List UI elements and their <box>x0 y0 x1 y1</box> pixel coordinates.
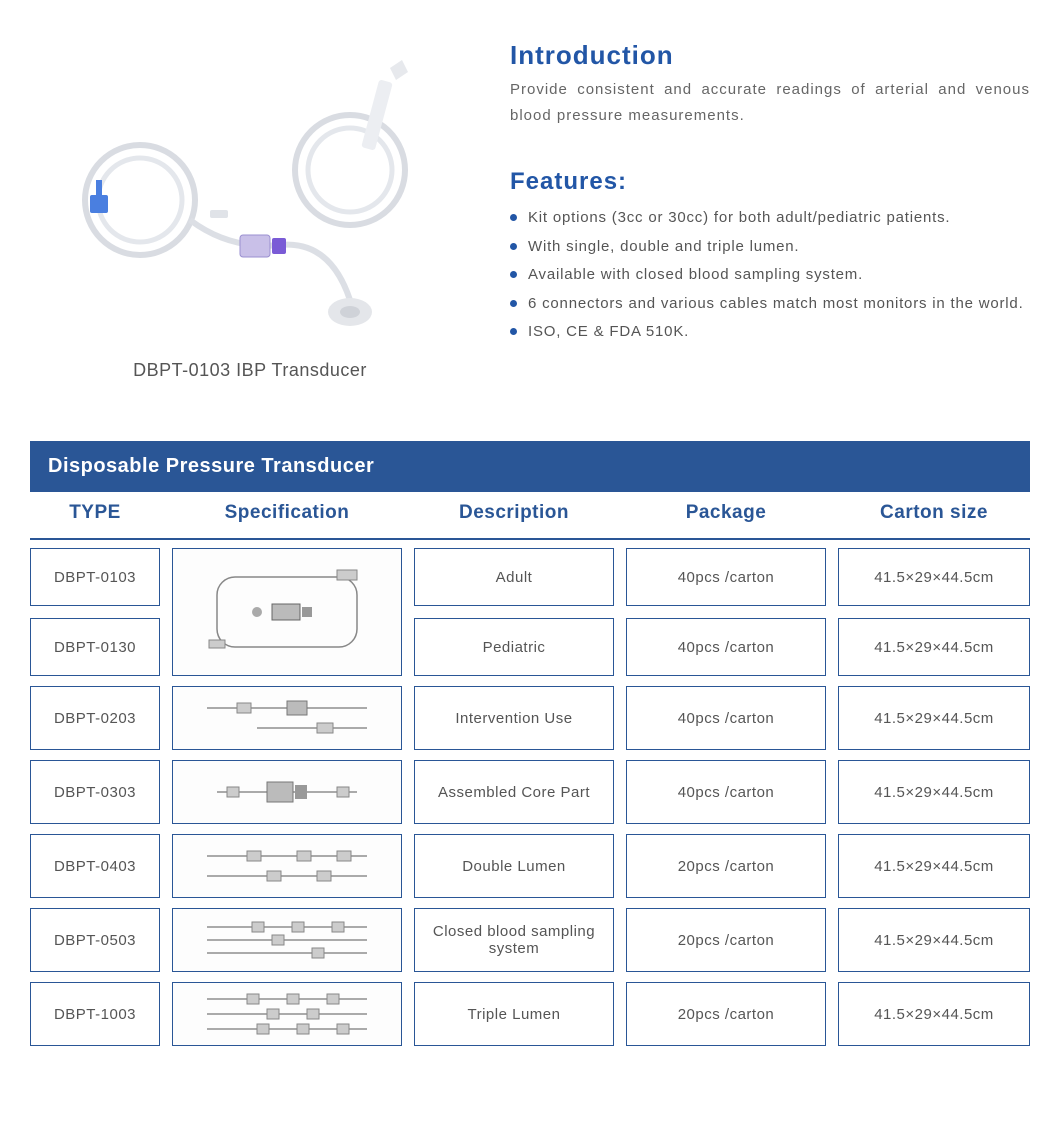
feature-item: 6 connectors and various cables match mo… <box>510 290 1030 319</box>
cell-type: DBPT-0203 <box>30 686 160 750</box>
product-column: DBPT-0103 IBP Transducer <box>30 30 470 381</box>
table-row: DBPT-0303 Assembled Core Part 40pcs /car… <box>30 760 1030 824</box>
spec-diagram-icon <box>197 841 377 891</box>
transducer-illustration-icon <box>50 50 450 350</box>
feature-item: ISO, CE & FDA 510K. <box>510 318 1030 347</box>
cell-package: 20pcs /carton <box>626 982 826 1046</box>
table-row: DBPT-0203 Intervention Use 40pcs /carton… <box>30 686 1030 750</box>
header-desc: Description <box>414 502 614 524</box>
spec-diagram-icon <box>197 693 377 743</box>
cell-package: 40pcs /carton <box>626 760 826 824</box>
table-body: DBPT-0103 DBPT-0130 Adult Pediatric 40pc… <box>30 540 1030 1046</box>
cell-type: DBPT-0503 <box>30 908 160 972</box>
cell-spec <box>172 686 402 750</box>
table-title: Disposable Pressure Transducer <box>30 441 1030 492</box>
cell-spec <box>172 982 402 1046</box>
table-row: DBPT-1003 Triple Lumen 20pcs /carto <box>30 982 1030 1046</box>
cell-desc: Double Lumen <box>414 834 614 898</box>
cell-package: 20pcs /carton <box>626 834 826 898</box>
cell-desc: Pediatric <box>414 618 614 676</box>
table-headers: TYPE Specification Description Package C… <box>30 492 1030 540</box>
spec-diagram-icon <box>197 915 377 965</box>
features-list: Kit options (3cc or 30cc) for both adult… <box>510 204 1030 347</box>
cell-carton: 41.5×29×44.5cm <box>838 686 1030 750</box>
cell-desc: Adult <box>414 548 614 606</box>
cell-carton: 41.5×29×44.5cm <box>838 982 1030 1046</box>
cell-type: DBPT-0130 <box>30 618 160 676</box>
cell-package: 40pcs /carton <box>626 686 826 750</box>
cell-package: 40pcs /carton <box>626 618 826 676</box>
table-row: DBPT-0503 Closed blood sampling system 2… <box>30 908 1030 972</box>
header-type: TYPE <box>30 502 160 524</box>
table-row-group: DBPT-0103 DBPT-0130 Adult Pediatric 40pc… <box>30 548 1030 676</box>
top-section: DBPT-0103 IBP Transducer Introduction Pr… <box>30 30 1030 381</box>
cell-desc: Assembled Core Part <box>414 760 614 824</box>
feature-item: Kit options (3cc or 30cc) for both adult… <box>510 204 1030 233</box>
cell-type: DBPT-0303 <box>30 760 160 824</box>
cell-type: DBPT-0403 <box>30 834 160 898</box>
cell-spec <box>172 760 402 824</box>
cell-spec <box>172 834 402 898</box>
spec-diagram-icon <box>197 562 377 662</box>
header-package: Package <box>626 502 826 524</box>
intro-title: Introduction <box>510 40 1030 71</box>
cell-type: DBPT-1003 <box>30 982 160 1046</box>
cell-desc: Closed blood sampling system <box>414 908 614 972</box>
cell-desc: Intervention Use <box>414 686 614 750</box>
cell-carton: 41.5×29×44.5cm <box>838 908 1030 972</box>
feature-item: With single, double and triple lumen. <box>510 233 1030 262</box>
product-image <box>50 50 450 350</box>
intro-text: Provide consistent and accurate readings… <box>510 77 1030 128</box>
cell-package: 20pcs /carton <box>626 908 826 972</box>
cell-package: 40pcs /carton <box>626 548 826 606</box>
features-title: Features: <box>510 168 1030 196</box>
cell-carton: 41.5×29×44.5cm <box>838 548 1030 606</box>
cell-carton: 41.5×29×44.5cm <box>838 834 1030 898</box>
header-carton: Carton size <box>838 502 1030 524</box>
cell-type: DBPT-0103 <box>30 548 160 606</box>
cell-spec <box>172 548 402 676</box>
cell-carton: 41.5×29×44.5cm <box>838 618 1030 676</box>
table-section: Disposable Pressure Transducer TYPE Spec… <box>30 441 1030 1046</box>
cell-spec <box>172 908 402 972</box>
spec-diagram-icon <box>197 767 377 817</box>
info-column: Introduction Provide consistent and accu… <box>510 30 1030 381</box>
cell-desc: Triple Lumen <box>414 982 614 1046</box>
header-spec: Specification <box>172 502 402 524</box>
spec-diagram-icon <box>197 989 377 1039</box>
feature-item: Available with closed blood sampling sys… <box>510 261 1030 290</box>
table-row: DBPT-0403 Double Lumen 20pcs /carton 41.… <box>30 834 1030 898</box>
cell-carton: 41.5×29×44.5cm <box>838 760 1030 824</box>
product-caption: DBPT-0103 IBP Transducer <box>30 360 470 381</box>
